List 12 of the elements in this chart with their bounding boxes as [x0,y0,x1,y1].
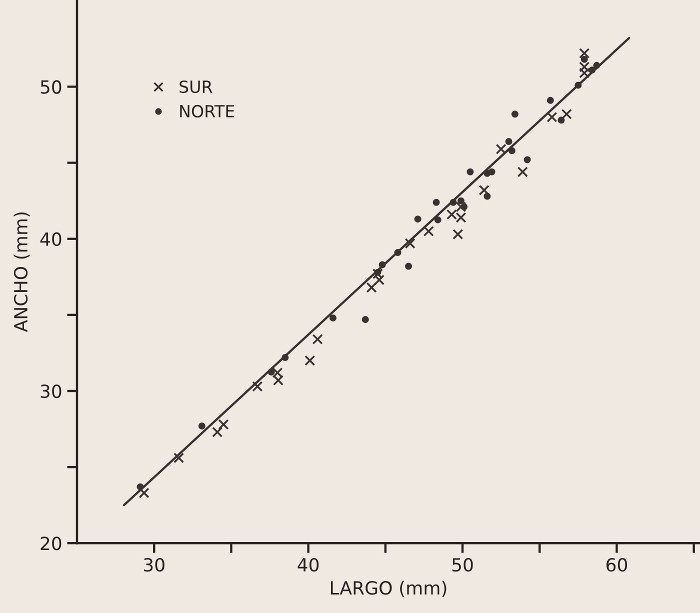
x-tick-label: 40 [298,558,319,572]
y-tick-label: 50 [40,80,62,94]
y-tick-label: 30 [40,384,62,398]
y-tick-label: 20 [40,536,62,550]
x-tick-label: 50 [452,558,473,572]
y-axis-title: ANCHO (mm) [14,212,30,332]
x-axis-title: LARGO (mm) [330,580,446,597]
x-tick-label: 30 [144,558,164,572]
y-tick-label: 40 [40,232,62,246]
x-tick-label: 60 [606,558,628,572]
legend-label: SUR [180,80,212,94]
legend-label: NORTE [180,104,234,118]
